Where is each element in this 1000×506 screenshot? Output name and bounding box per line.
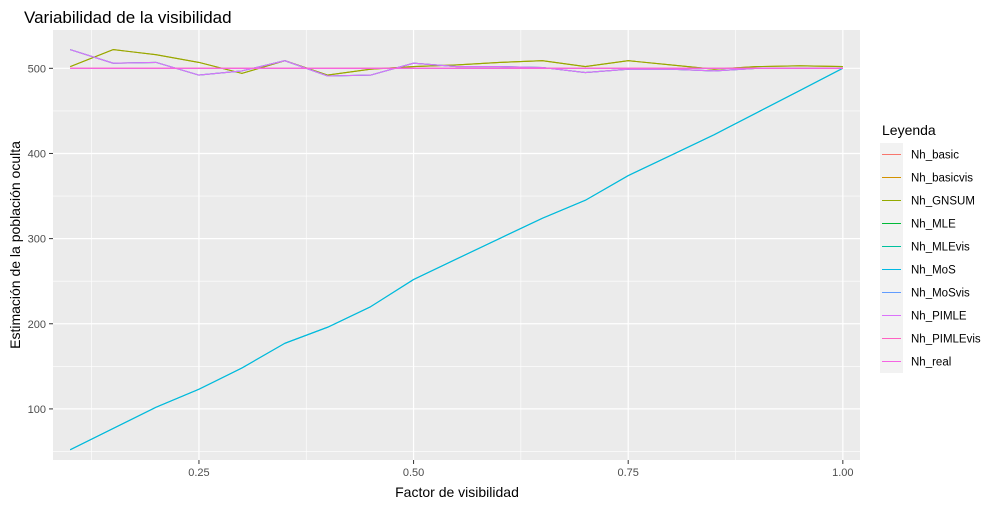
legend-label: Nh_basic [911, 150, 959, 162]
legend-label: Nh_MoS [911, 265, 956, 277]
legend-label: Nh_PIMLEvis [911, 334, 981, 346]
x-tick-label: 0.50 [403, 467, 424, 479]
x-tick-label: 1.00 [832, 467, 853, 479]
legend-label: Nh_MLEvis [911, 242, 970, 254]
x-tick-label: 0.25 [188, 467, 209, 479]
y-tick-label: 100 [28, 404, 46, 416]
legend-label: Nh_MoSvis [911, 288, 970, 300]
legend-title: Leyenda [882, 122, 936, 138]
legend-label: Nh_real [911, 357, 951, 369]
legend-label: Nh_MLE [911, 219, 956, 231]
legend-label: Nh_basicvis [911, 173, 973, 185]
plot-panel [53, 30, 860, 460]
series-lines [69, 49, 844, 451]
x-axis-title: Factor de visibilidad [395, 484, 519, 500]
y-tick-label: 200 [28, 319, 46, 331]
y-tick-label: 300 [28, 234, 46, 246]
series-line-nh-pimle [70, 49, 843, 77]
chart-title: Variabilidad de la visibilidad [24, 8, 232, 27]
series-line-nh-mos [69, 67, 844, 451]
series-line-nh-gnsum [69, 49, 843, 76]
y-axis-title: Estimación de la población oculta [7, 141, 23, 349]
axes: 100 200 300 400 500 0.25 0.50 0.75 1.00 [28, 63, 854, 479]
legend-label: Nh_PIMLE [911, 311, 967, 323]
y-tick-label: 500 [28, 63, 46, 75]
legend-label: Nh_GNSUM [911, 196, 975, 208]
legend: Leyenda Nh_basic Nh_basicvis Nh_GNSUM Nh_ML… [880, 122, 981, 373]
y-tick-label: 400 [28, 148, 46, 160]
x-tick-label: 0.75 [617, 467, 638, 479]
